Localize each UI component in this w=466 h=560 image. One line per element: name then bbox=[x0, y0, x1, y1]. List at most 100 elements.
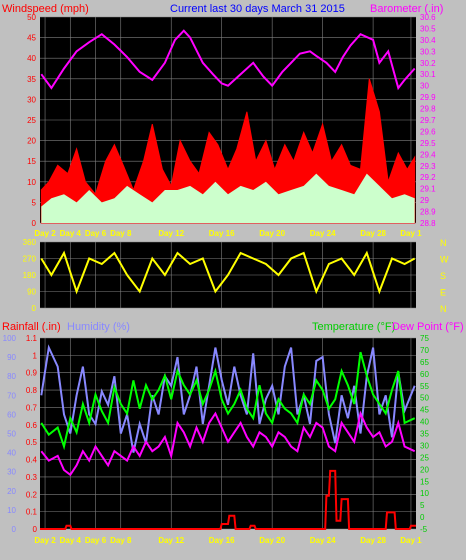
day-tick-label: Day 1 bbox=[400, 229, 422, 238]
temperature-tick-label: 55 bbox=[420, 382, 429, 391]
humidity-line bbox=[40, 344, 416, 453]
humidity-tick-label: 40 bbox=[7, 449, 16, 458]
day-axis-3: Day 2 Day 4 Day 6 Day 8 Day 12 Day 16 Day 20 Da… bbox=[34, 536, 422, 545]
temperature-tick-label: 45 bbox=[420, 406, 429, 415]
barometer-tick-label: 29.4 bbox=[420, 150, 436, 159]
dewpoint-axis-label: Dew Point (°F) bbox=[392, 321, 464, 333]
rainfall-tick-label: 0 bbox=[33, 525, 38, 534]
barometer-tick-label: 30.5 bbox=[420, 24, 436, 33]
windspeed-tick-label: 25 bbox=[27, 116, 36, 125]
direction-tick-label: 0 bbox=[32, 304, 37, 313]
barometer-tick-label: 29.9 bbox=[420, 93, 436, 102]
day-tick-label: Day 20 bbox=[259, 536, 285, 545]
day-tick-label: Day 6 bbox=[85, 536, 107, 545]
direction-axis-ticks: 360 270 180 90 0 bbox=[23, 238, 37, 313]
day-tick-label: Day 2 bbox=[34, 536, 56, 545]
direction-line bbox=[40, 250, 416, 295]
day-tick-label: Day 4 bbox=[60, 229, 82, 238]
humidity-tick-label: 70 bbox=[7, 391, 16, 400]
day-tick-label: Day 8 bbox=[110, 229, 132, 238]
windspeed-tick-label: 45 bbox=[27, 34, 36, 43]
direction-tick-label: 90 bbox=[27, 288, 36, 297]
barometer-tick-label: 29.7 bbox=[420, 116, 436, 125]
temperature-tick-label: 35 bbox=[420, 430, 429, 439]
windspeed-tick-label: 50 bbox=[27, 13, 36, 22]
barometer-tick-label: 30.3 bbox=[420, 47, 436, 56]
temperature-tick-label: 75 bbox=[420, 334, 429, 343]
windspeed-tick-label: 15 bbox=[27, 157, 36, 166]
day-tick-label: Day 24 bbox=[310, 229, 336, 238]
barometer-tick-label: 28.9 bbox=[420, 208, 436, 217]
day-tick-label: Day 2 bbox=[34, 229, 56, 238]
day-tick-label: Day 12 bbox=[158, 229, 184, 238]
compass-label: E bbox=[440, 288, 446, 298]
barometer-axis-label: Barometer (.in) bbox=[370, 3, 443, 15]
rainfall-axis-ticks: 1.1 1 0.9 0.8 0.7 0.6 0.5 0.4 0.3 0.2 0.1 0 bbox=[26, 334, 38, 534]
compass-label: N bbox=[440, 304, 447, 314]
rainfall-tick-label: 0.9 bbox=[26, 369, 38, 378]
humidity-tick-label: 30 bbox=[7, 468, 16, 477]
barometer-tick-label: 30.1 bbox=[420, 70, 436, 79]
direction-tick-label: 360 bbox=[23, 238, 37, 247]
temperature-tick-label: 60 bbox=[420, 370, 429, 379]
temperature-axis-label: Temperature (°F) bbox=[312, 321, 395, 333]
barometer-line bbox=[40, 29, 416, 91]
rainfall-tick-label: 1.1 bbox=[26, 334, 38, 343]
temperature-tick-label: 10 bbox=[420, 489, 429, 498]
windspeed-tick-label: 35 bbox=[27, 75, 36, 84]
average-wind-area bbox=[41, 173, 415, 223]
day-tick-label: Day 16 bbox=[209, 229, 235, 238]
rainfall-tick-label: 0.1 bbox=[26, 508, 38, 517]
day-tick-label: Day 24 bbox=[310, 536, 336, 545]
day-tick-label: Day 12 bbox=[158, 536, 184, 545]
temperature-tick-label: 30 bbox=[420, 441, 429, 450]
rainfall-tick-label: 0.6 bbox=[26, 421, 38, 430]
day-tick-label: Day 20 bbox=[259, 229, 285, 238]
windspeed-tick-label: 40 bbox=[27, 54, 36, 63]
barometer-tick-label: 30.2 bbox=[420, 59, 436, 68]
temperature-tick-label: 5 bbox=[420, 501, 425, 510]
day-axis-1: Day 2 Day 4 Day 6 Day 8 Day 12 Day 16 Day 20 Da… bbox=[34, 229, 422, 238]
humidity-tick-label: 90 bbox=[7, 353, 16, 362]
windspeed-axis-label: Windspeed (mph) bbox=[2, 3, 89, 15]
wind-series bbox=[40, 29, 416, 224]
barometer-tick-label: 30 bbox=[420, 82, 429, 91]
humidity-tick-label: 60 bbox=[7, 410, 16, 419]
rainfall-tick-label: 0.5 bbox=[26, 438, 38, 447]
day-tick-label: Day 28 bbox=[360, 536, 386, 545]
barometer-tick-label: 28.8 bbox=[420, 219, 436, 228]
day-tick-label: Day 6 bbox=[85, 229, 107, 238]
dewpoint-line bbox=[40, 410, 416, 477]
temperature-tick-label: 0 bbox=[420, 513, 425, 522]
humidity-tick-label: 100 bbox=[3, 334, 17, 343]
temperature-tick-label: 15 bbox=[420, 477, 429, 486]
temperature-tick-label: 50 bbox=[420, 394, 429, 403]
compass-label: N bbox=[440, 238, 447, 248]
barometer-tick-label: 29.1 bbox=[420, 185, 436, 194]
barometer-tick-label: 29.5 bbox=[420, 139, 436, 148]
rainfall-tick-label: 1 bbox=[33, 351, 38, 360]
barometer-tick-label: 29.3 bbox=[420, 162, 436, 171]
humidity-tick-label: 50 bbox=[7, 430, 16, 439]
rainfall-tick-label: 0.7 bbox=[26, 403, 38, 412]
direction-series bbox=[40, 250, 416, 295]
humidity-axis-label: Humidity (%) bbox=[67, 321, 130, 333]
temperature-tick-label: 40 bbox=[420, 418, 429, 427]
day-tick-label: Day 28 bbox=[360, 229, 386, 238]
compass-label: S bbox=[440, 271, 446, 281]
windspeed-tick-label: 10 bbox=[27, 178, 36, 187]
temperature-tick-label: 70 bbox=[420, 346, 429, 355]
temperature-tick-label: 65 bbox=[420, 358, 429, 367]
humidity-tick-label: 0 bbox=[12, 525, 17, 534]
chart-title: Current last 30 days March 31 2015 bbox=[170, 3, 345, 15]
humidity-tick-label: 10 bbox=[7, 506, 16, 515]
temperature-tick-label: 25 bbox=[420, 453, 429, 462]
barometer-tick-label: 30.4 bbox=[420, 36, 436, 45]
direction-tick-label: 180 bbox=[23, 271, 37, 280]
temperature-tick-label: -5 bbox=[420, 525, 428, 534]
climate-series bbox=[40, 344, 416, 530]
